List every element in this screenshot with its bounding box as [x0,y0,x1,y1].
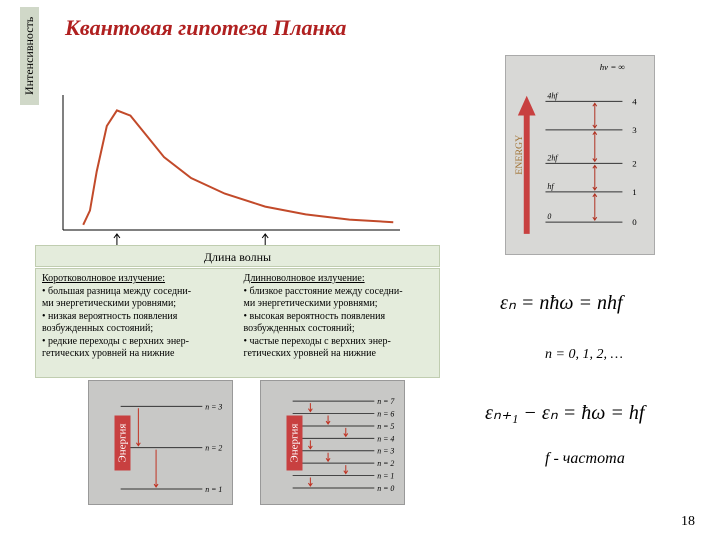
svg-text:2: 2 [632,158,636,168]
svg-text:n = 7: n = 7 [377,397,395,406]
svg-text:n = 4: n = 4 [377,434,394,443]
equation-n-values: n = 0, 1, 2, … [545,347,623,363]
svg-text:2hf: 2hf [547,153,559,162]
chart-xlabel: Длина волны [35,245,440,267]
svg-text:n = 5: n = 5 [377,422,394,431]
energy-label-right: Энергия [287,415,303,470]
svg-text:n = 3: n = 3 [377,447,394,456]
svg-text:n = 2: n = 2 [377,459,394,468]
svg-text:0: 0 [632,217,637,227]
bullet-line: возбужденных состояний; [244,323,434,336]
bullet-line: гетических уровней на нижние [244,348,434,361]
energy-levels-sparse: n = 3 n = 2 n = 1 Энергия [88,380,233,505]
svg-text:0: 0 [547,212,551,221]
svg-text:3: 3 [632,125,637,135]
frequency-label: f - частота [545,450,625,468]
svg-text:hv = ∞: hv = ∞ [600,62,625,72]
bullet-line: гетических уровней на нижние [42,348,232,361]
longwave-header: Длинноволновое излучение: [244,273,365,284]
svg-text:n = 0: n = 0 [377,484,394,493]
svg-text:n = 1: n = 1 [377,472,394,481]
equation-energy: εₙ = nħω = nhf [500,290,623,315]
bullet-line: • редкие переходы с верхних энер- [42,336,232,349]
energy-label-left: Энергия [115,415,131,470]
energy-ladder: ENERGY hv = ∞ 4 4hf 3 2 2hf 1 hf 0 0 [505,55,655,255]
bullet-line: • частые переходы с верхних энер- [244,336,434,349]
shortwave-header: Коротковолновое излучение: [42,273,165,284]
page-title: Квантовая гипотеза Планка [65,15,346,41]
radiation-text-block: Коротковолновое излучение: • большая раз… [35,268,440,378]
bullet-line: • высокая вероятность появления [244,311,434,324]
chart-ylabel: Интенсивность [20,7,39,105]
page-number: 18 [681,514,695,530]
svg-text:ENERGY: ENERGY [514,135,525,175]
shortwave-column: Коротковолновое излучение: • большая раз… [36,269,238,377]
svg-text:n = 3: n = 3 [205,402,222,411]
svg-text:hf: hf [547,182,555,191]
energy-levels-dense: n = 7 n = 6 n = 5 n = 4 n = 3 n = 2 n = 1 n = 0… [260,380,405,505]
longwave-column: Длинноволновое излучение: • близкое расс… [238,269,440,377]
svg-text:1: 1 [632,187,636,197]
svg-text:4hf: 4hf [547,91,559,100]
intensity-chart [35,90,405,250]
equation-delta-energy: εₙ₊₁ − εₙ = ħω = hf [485,400,644,425]
svg-text:n = 2: n = 2 [205,444,222,453]
svg-text:n = 1: n = 1 [205,485,222,494]
svg-text:4: 4 [632,96,637,106]
svg-text:n = 6: n = 6 [377,410,394,419]
bullet-line: возбужденных состояний; [42,323,232,336]
bullet-line: • близкое расстояние между соседни- [244,286,434,299]
bullet-line: • низкая вероятность появления [42,311,232,324]
bullet-line: ми энергетическими уровнями; [244,298,434,311]
bullet-line: • большая разница между соседни- [42,286,232,299]
bullet-line: ми энергетическими уровнями; [42,298,232,311]
